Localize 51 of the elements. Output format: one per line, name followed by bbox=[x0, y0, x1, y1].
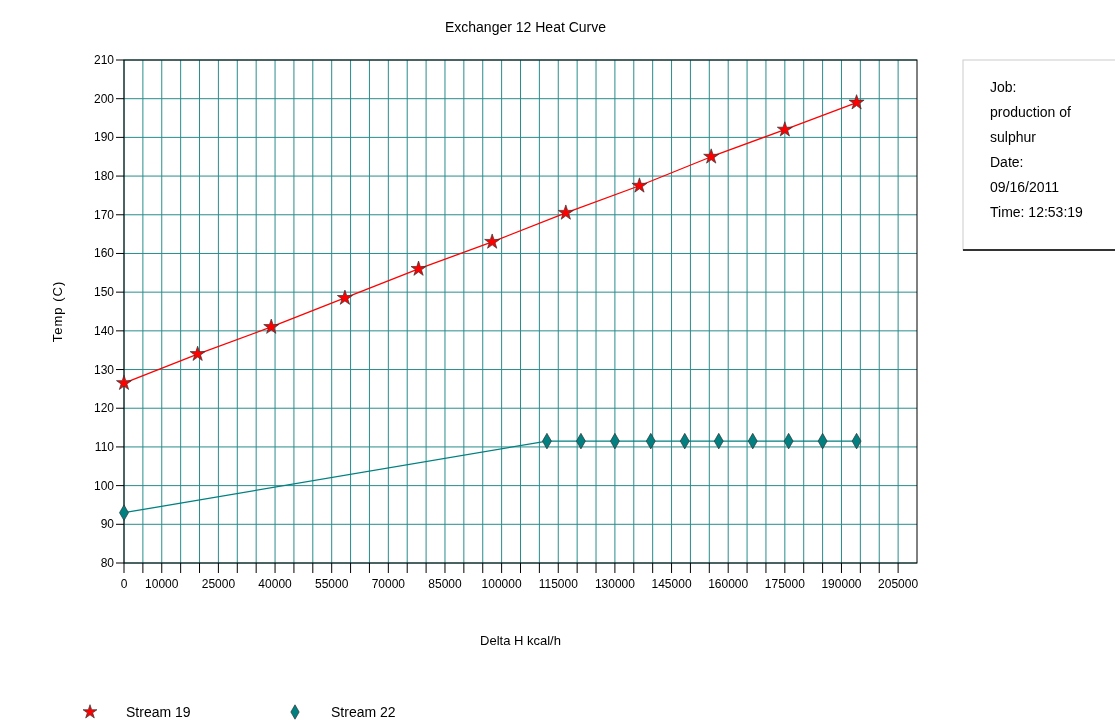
point bbox=[703, 148, 720, 164]
y-tick-label: 130 bbox=[93, 362, 115, 377]
legend-label: Stream 22 bbox=[331, 704, 396, 720]
x-tick-label: 85000 bbox=[428, 577, 462, 591]
y-tick-label: 100 bbox=[93, 478, 115, 493]
y-tick-label: 150 bbox=[93, 285, 115, 300]
text: Date: bbox=[990, 154, 1024, 170]
chart-title: Exchanger 12 Heat Curve bbox=[444, 19, 607, 35]
x-tick-label: 130000 bbox=[594, 577, 636, 591]
text: Time: 12:53:19 bbox=[990, 204, 1084, 220]
y-tick-label: 200 bbox=[93, 91, 115, 106]
point bbox=[263, 318, 280, 334]
x-tick-label: 40000 bbox=[258, 577, 293, 591]
y-tick-label: 180 bbox=[93, 169, 115, 184]
x-tick-label: 175000 bbox=[764, 577, 806, 591]
y-tick-label: 140 bbox=[93, 323, 115, 338]
x-tick-label: 70000 bbox=[371, 577, 406, 591]
x-tick-label: 145000 bbox=[651, 577, 692, 591]
x-tick-label: 0 bbox=[120, 577, 128, 591]
x-tick-label: 10000 bbox=[145, 577, 179, 591]
x-tick-label: 55000 bbox=[315, 577, 349, 591]
x-tick-label: 190000 bbox=[821, 577, 862, 591]
x-tick-label: 205000 bbox=[878, 577, 919, 591]
text: production of bbox=[990, 104, 1072, 120]
point bbox=[848, 94, 865, 110]
y-tick-label: 90 bbox=[100, 517, 115, 532]
point bbox=[631, 177, 648, 193]
x-tick-label: 100000 bbox=[481, 577, 522, 591]
point bbox=[116, 374, 132, 390]
y-tick-label: 210 bbox=[93, 53, 115, 67]
point bbox=[337, 289, 353, 305]
x-tick-label: 25000 bbox=[201, 577, 236, 591]
y-tick-label: 190 bbox=[93, 130, 115, 145]
x-axis-title: Delta H kcal/h bbox=[480, 633, 561, 648]
point bbox=[189, 345, 206, 361]
y-tick-label: 120 bbox=[93, 401, 115, 416]
y-tick-label: 80 bbox=[100, 556, 115, 570]
legend-label: Stream 19 bbox=[126, 704, 191, 720]
x-tick-label: 160000 bbox=[708, 577, 749, 591]
point bbox=[410, 260, 427, 276]
text: Job: bbox=[990, 79, 1017, 95]
text: sulphur bbox=[990, 129, 1037, 145]
x-tick-label: 115000 bbox=[538, 577, 579, 591]
point bbox=[557, 204, 574, 220]
y-tick-label: 110 bbox=[94, 439, 115, 454]
y-tick-label: 160 bbox=[93, 246, 115, 261]
text: 09/16/2011 bbox=[990, 179, 1060, 195]
point bbox=[484, 233, 501, 249]
point bbox=[776, 121, 793, 137]
y-axis-title: Temp (C) bbox=[50, 280, 65, 343]
y-tick-label: 170 bbox=[93, 207, 115, 222]
